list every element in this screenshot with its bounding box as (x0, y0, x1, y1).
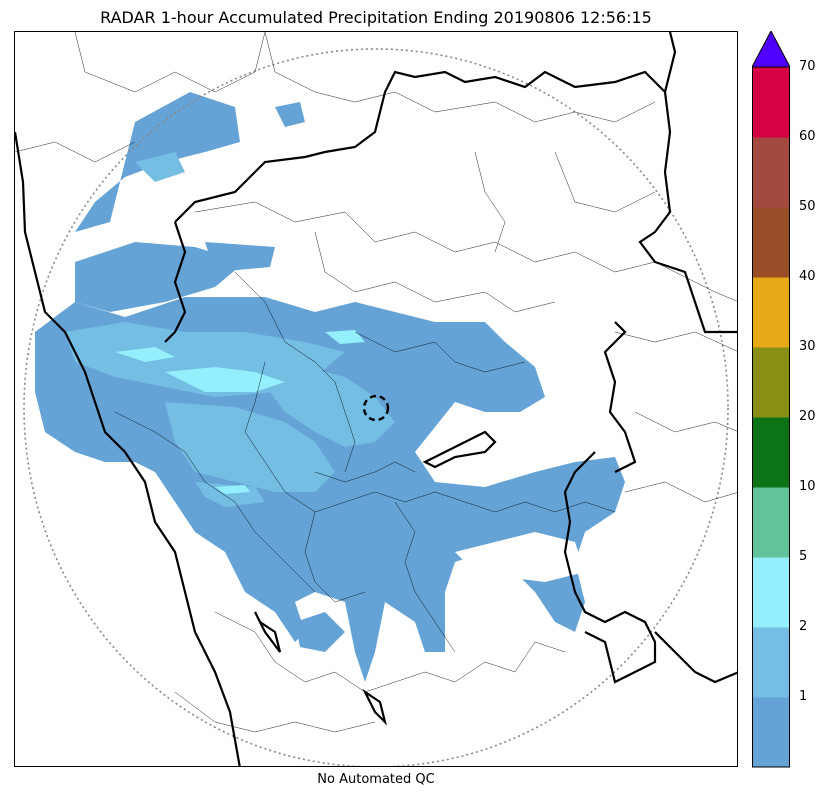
radar-map-canvas (15, 32, 737, 766)
colorbar-tick-label: 60 (799, 129, 816, 144)
colorbar-segment (752, 277, 790, 348)
radar-site-marker (362, 394, 390, 422)
colorbar-segment (752, 487, 790, 558)
qc-note: No Automated QC (317, 772, 435, 787)
map-title: RADAR 1-hour Accumulated Precipitation E… (100, 8, 652, 27)
colorbar-tick-label: 5 (799, 549, 808, 564)
colorbar-segment (752, 137, 790, 208)
colorbar-tick-label: 10 (799, 479, 816, 494)
precip-heavy-layer (115, 330, 365, 494)
colorbar-segment (752, 207, 790, 278)
colorbar-outline (752, 66, 790, 768)
colorbar-segment (752, 417, 790, 488)
district-boundaries (15, 32, 737, 733)
precip-medium-layer (65, 152, 395, 507)
colorbar-tick-label: 2 (799, 619, 808, 634)
radar-map[interactable] (14, 31, 738, 767)
colorbar-segments (752, 67, 790, 768)
precipitation-colorbar (752, 31, 790, 768)
colorbar-segment (752, 347, 790, 418)
colorbar-tick-label: 40 (799, 269, 816, 284)
colorbar-tick-label: 70 (799, 59, 816, 74)
colorbar-segment (752, 67, 790, 138)
radar-range-ring (23, 48, 729, 766)
precip-light-layer (35, 92, 625, 682)
colorbar-tick-label: 20 (799, 409, 816, 424)
state-boundaries (15, 32, 737, 766)
colorbar-segment (752, 627, 790, 698)
colorbar-tick-label: 50 (799, 199, 816, 214)
colorbar-tick-label: 1 (799, 689, 808, 704)
colorbar-tick-label: 30 (799, 339, 816, 354)
colorbar-segment (752, 697, 790, 768)
colorbar-extend-arrow (752, 31, 790, 68)
colorbar-segment (752, 557, 790, 628)
